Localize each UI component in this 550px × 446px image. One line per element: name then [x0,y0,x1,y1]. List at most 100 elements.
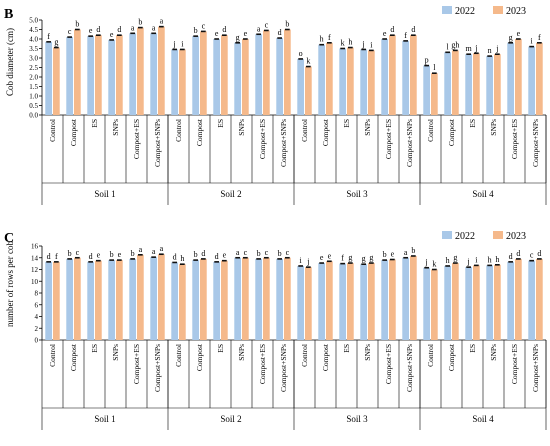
panel-c-significance-label: e [223,251,227,260]
panel-b-bar-2023 [473,53,480,115]
panel-c-y-tick-label: 12 [31,266,39,274]
panel-c-bar-2022 [129,258,136,340]
panel-c-group-label: Soil 1 [94,414,115,424]
panel-c-bar-2022 [150,257,157,340]
panel-c-bar-2023 [536,258,543,340]
panel-c-bar-2022 [486,265,493,340]
panel-b-y-tick-label: 0.5 [29,102,38,110]
panel-b-bar-2022 [129,33,136,115]
panel-c-category-label: ES [342,344,351,353]
panel-c-bar-2023 [179,264,186,340]
panel-c-bar-2022 [339,263,346,340]
panel-c-significance-label: g [369,253,373,262]
panel-c-group-label: Soil 2 [220,414,241,424]
panel-c-bar-2023 [263,257,270,340]
panel-b-bar-2022 [66,37,73,115]
panel-c-significance-label: e [328,251,332,260]
panel-c-category-label: Compost+ES [384,344,393,384]
panel-c-category-label: Compost+SNPs [279,344,288,392]
panel-b-bar-2022 [339,48,346,115]
panel-b-bar-2023 [53,47,60,115]
panel-c-significance-label: i [300,256,303,265]
panel-b-bar-2022 [171,49,178,116]
panel-b-significance-label: e [215,29,219,38]
panel-b-significance-label: e [110,30,114,39]
panel-b-category-label: Compost+ES [132,119,141,159]
panel-c-bar-2023 [158,254,165,340]
panel-c-significance-label: g [362,254,366,263]
panel-b-significance-label: p [425,56,429,65]
panel-b-bar-2023 [326,42,333,115]
panel-c-bar-2023 [284,257,291,340]
panel-c-y-tick-label: 10 [31,278,39,286]
panel-c-category-label: Compost [447,343,456,371]
panel-b-significance-label: f [404,31,407,40]
panel-b-significance-label: c [265,20,269,29]
panel-b-category-label: Compost [321,118,330,146]
panel-b-y-tick-label: 3.0 [29,55,38,63]
panel-c-significance-label: c [76,248,80,257]
panel-c-bar-2022 [213,261,220,340]
panel-b-significance-label: b [285,20,289,29]
panel-b-bar-2022 [318,44,325,116]
panel-b-significance-label: d [222,25,226,34]
panel-b-y-tick-label: 2.0 [29,74,38,82]
panel-b-group-label: Soil 4 [472,189,494,199]
panel-c-bar-2023 [515,258,522,340]
panel-b-y-tick-label: 0.0 [29,112,38,120]
panel-c-significance-label: h [180,254,184,263]
panel-c-y-tick-label: 6 [35,301,39,309]
panel-c-significance-label: d [509,252,513,261]
panel-c-significance-label: f [341,254,344,263]
panel-c-bar-2023 [200,258,207,340]
panel-b-bar-2023 [179,49,186,116]
panel-b-category-label: Compost+SNPs [279,119,288,167]
panel-b-significance-label: b [75,20,79,29]
panel-b-bar-2023 [515,39,522,115]
panel-b-category-label: Compost [195,118,204,146]
panel-b-bar-2023 [158,26,165,115]
panel-b-bar-2023 [74,29,81,115]
panel-b-significance-label: g [54,38,58,47]
panel-b-significance-label: d [390,25,394,34]
panel-c-category-label: Compost [69,343,78,371]
panel-c-significance-label: d [173,252,177,261]
panel-b-bar-2022 [444,52,451,115]
panel-c-bar-2023 [305,267,312,340]
panel-b-significance-label: b [194,26,198,35]
panel-b-category-label: Compost+ES [258,119,267,159]
panel-b-category-label: Compost+ES [384,119,393,159]
panel-c-bar-2023 [53,261,60,340]
panel-b-y-tick-label: 5.0 [29,17,38,25]
panel-b-bar-2023 [452,50,459,115]
panel-c-significance-label: b [257,249,261,258]
panel-c-significance-label: h [488,255,492,264]
panel-b-bar-2022 [87,36,94,115]
panel-b-bar-2023 [368,50,375,115]
panel-c-category-label: SNPs [363,344,372,361]
panel-b-significance-label: d [117,25,121,34]
panel-c-category-label: Compost+ES [510,344,519,384]
panel-c-category-label: SNPs [489,344,498,361]
panel-b-significance-label: e [517,29,521,38]
panel-b-category-label: Compost [447,118,456,146]
panel-c-bar-2023 [95,260,102,340]
panel-b-bar-2023 [242,39,249,115]
panel-b-y-tick-label: 3.5 [29,45,38,53]
panel-b-category-label: Control [174,119,183,142]
panel-c-bar-2022 [192,260,199,340]
panel-c-category-label: SNPs [111,344,120,361]
panel-b-significance-label: i [181,39,184,48]
panel-c-bar-2023 [326,261,333,340]
panel-c-bar-2022 [255,258,262,340]
panel-c-significance-label: e [320,253,324,262]
panel-c-significance-label: a [152,247,156,256]
panel-c-bar-2022 [465,267,472,340]
panel-c-bar-2023 [431,269,438,340]
panel-b-significance-label: f [328,33,331,42]
panel-c-bar-2022 [87,261,94,340]
panel-b-significance-label: a [160,17,164,26]
panel-b-significance-label: f [47,32,50,41]
panel-b-category-label: Compost+SNPs [531,119,540,167]
panel-b-category-label: Control [300,119,309,142]
